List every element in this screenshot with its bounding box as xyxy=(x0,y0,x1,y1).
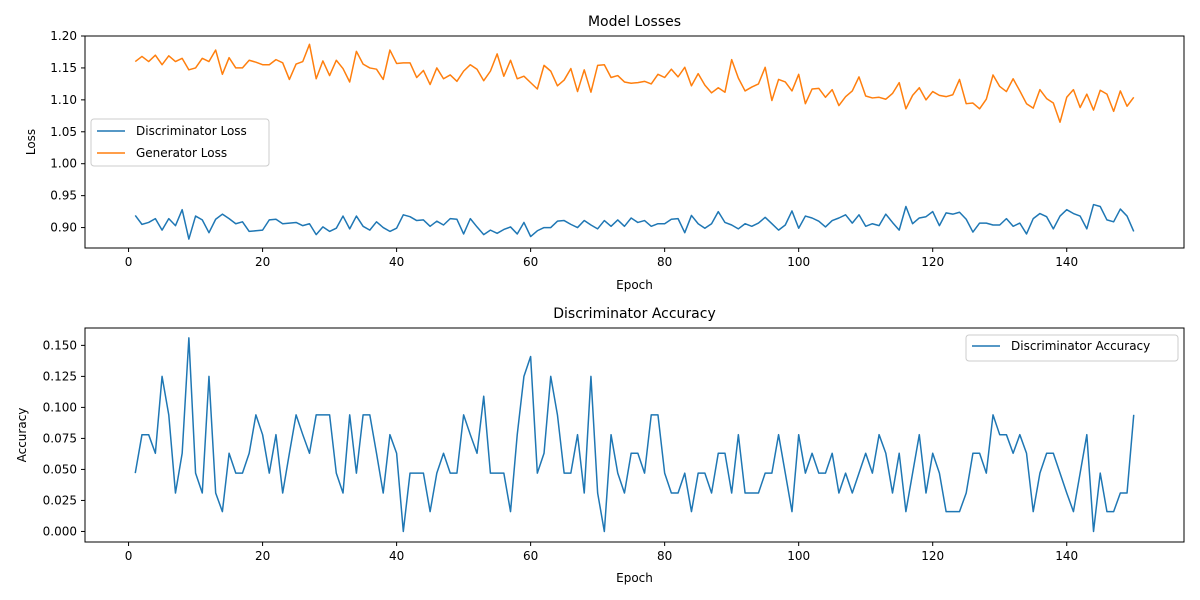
x-tick-label: 60 xyxy=(523,255,538,269)
x-tick-label: 60 xyxy=(523,549,538,563)
x-tick-label: 0 xyxy=(125,549,133,563)
accuracy-x-ticks: 0 20 40 60 80 100 120 140 xyxy=(125,542,1078,563)
losses-chart-title: Model Losses xyxy=(588,14,681,30)
x-tick-label: 80 xyxy=(657,549,672,563)
x-tick-label: 80 xyxy=(657,255,672,269)
legend-label-discriminator-loss: Discriminator Loss xyxy=(136,124,247,138)
x-tick-label: 100 xyxy=(787,255,810,269)
accuracy-x-axis-label: Epoch xyxy=(616,571,653,585)
x-tick-label: 120 xyxy=(921,255,944,269)
losses-x-ticks: 0 20 40 60 80 100 120 140 xyxy=(125,248,1078,269)
y-tick-label: 0.125 xyxy=(43,369,77,383)
y-tick-label: 1.15 xyxy=(50,61,77,75)
accuracy-chart: Discriminator Accuracy 0 20 40 60 80 100 120 14… xyxy=(15,306,1185,585)
accuracy-lines xyxy=(134,337,1135,533)
y-tick-label: 0.075 xyxy=(43,431,77,445)
losses-y-axis-label: Loss xyxy=(24,129,38,155)
x-tick-label: 100 xyxy=(787,549,810,563)
legend-label-discriminator-accuracy: Discriminator Accuracy xyxy=(1011,339,1150,353)
y-tick-label: 0.050 xyxy=(43,462,77,476)
series-line-generator-loss xyxy=(134,43,1135,123)
y-tick-label: 0.95 xyxy=(50,189,77,203)
accuracy-legend: Discriminator Accuracy xyxy=(965,334,1179,362)
legend-label-generator-loss: Generator Loss xyxy=(136,146,227,160)
y-tick-label: 0.90 xyxy=(50,221,77,235)
losses-plot-frame xyxy=(84,35,1185,249)
x-tick-label: 40 xyxy=(389,549,404,563)
x-tick-label: 140 xyxy=(1055,255,1078,269)
series-line-discriminator-accuracy xyxy=(134,337,1135,533)
x-tick-label: 0 xyxy=(125,255,133,269)
y-tick-label: 1.05 xyxy=(50,125,77,139)
accuracy-chart-title: Discriminator Accuracy xyxy=(553,306,715,322)
losses-chart: Model Losses 0 20 40 60 80 100 120 140 0.90 0.95… xyxy=(24,14,1185,292)
y-tick-label: 1.00 xyxy=(50,157,77,171)
y-tick-label: 0.025 xyxy=(43,493,77,507)
losses-lines xyxy=(134,43,1135,240)
y-tick-label: 1.20 xyxy=(50,29,77,43)
losses-x-axis-label: Epoch xyxy=(616,278,653,292)
accuracy-y-axis-label: Accuracy xyxy=(15,408,29,463)
series-line-discriminator-loss xyxy=(134,203,1135,240)
x-tick-label: 140 xyxy=(1055,549,1078,563)
x-tick-label: 120 xyxy=(921,549,944,563)
x-tick-label: 20 xyxy=(255,255,270,269)
accuracy-y-ticks: 0.000 0.025 0.050 0.075 0.100 0.125 0.150 xyxy=(43,338,85,538)
losses-legend: Discriminator Loss Generator Loss xyxy=(90,118,270,167)
x-tick-label: 20 xyxy=(255,549,270,563)
y-tick-label: 0.100 xyxy=(43,400,77,414)
y-tick-label: 0.150 xyxy=(43,338,77,352)
losses-y-ticks: 0.90 0.95 1.00 1.05 1.10 1.15 1.20 xyxy=(50,29,85,235)
accuracy-plot-frame xyxy=(84,327,1185,543)
y-tick-label: 1.10 xyxy=(50,93,77,107)
x-tick-label: 40 xyxy=(389,255,404,269)
losses-legend-box xyxy=(90,118,270,167)
y-tick-label: 0.000 xyxy=(43,524,77,538)
accuracy-legend-box xyxy=(965,334,1179,362)
